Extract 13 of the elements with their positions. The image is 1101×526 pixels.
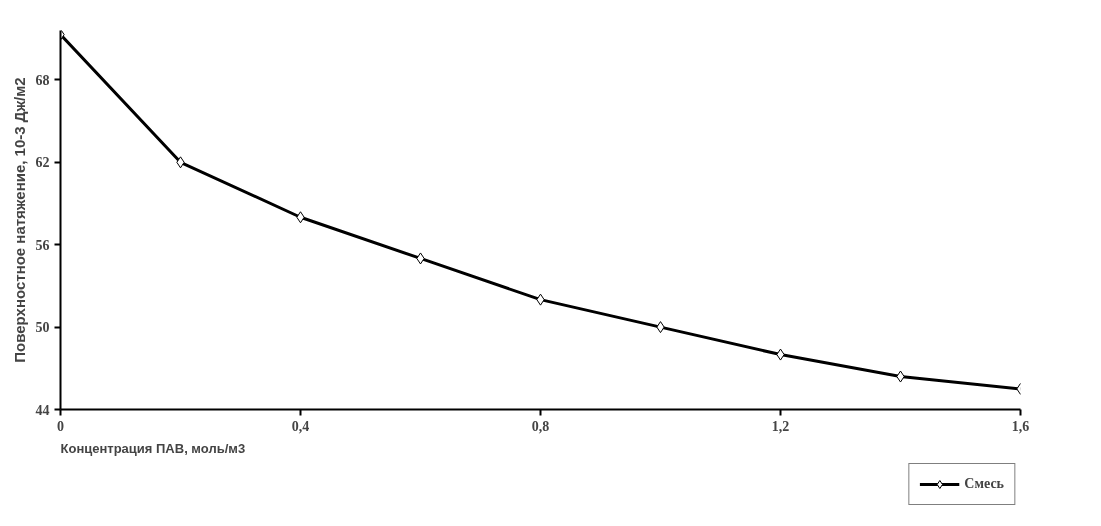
x-axis-title: Концентрация ПАВ, моль/м3 [60,440,246,456]
y-axis-title: Поверхностное натяжение, 10-3 Дж/м2 [10,77,28,363]
x-tick-label: 0,8 [531,418,550,434]
y-tick-label: 50 [35,320,50,336]
x-tick-label: 0,4 [291,418,310,434]
y-tick-label: 44 [35,402,50,418]
x-tick-label: 1,2 [771,418,790,434]
y-tick-label: 62 [35,155,50,171]
y-tick-label: 68 [35,72,50,88]
y-tick-label: 56 [35,237,50,253]
x-tick-label: 0 [57,418,64,434]
legend-label: Смесь [964,476,1004,492]
x-tick-label: 1,6 [1011,418,1030,434]
